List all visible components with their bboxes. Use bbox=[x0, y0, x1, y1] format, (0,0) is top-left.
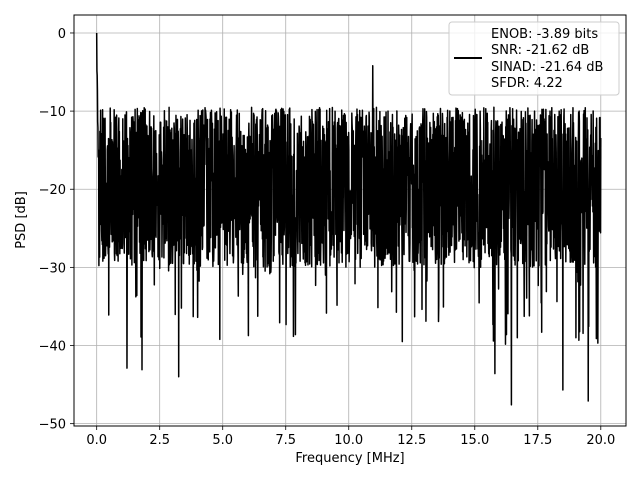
x-tick-label: 0.0 bbox=[86, 433, 107, 448]
y-tick-label: −40 bbox=[39, 340, 66, 355]
y-tick-label: −50 bbox=[39, 418, 66, 433]
series-group bbox=[95, 32, 602, 406]
legend-box bbox=[448, 21, 620, 96]
x-axis-label: Frequency [MHz] bbox=[295, 451, 404, 466]
x-tick-label: 12.5 bbox=[397, 433, 426, 448]
x-axis-ticks: 0.0 2.5 5.0 7.5 10.0 12.5 15.0 17.5 20.0 bbox=[86, 426, 615, 448]
y-tick-label: 0 bbox=[58, 27, 66, 42]
legend-snr: SNR: -21.62 dB bbox=[491, 43, 589, 58]
y-tick-label: −20 bbox=[39, 183, 66, 198]
psd-series-line bbox=[95, 32, 602, 406]
y-tick-label: −30 bbox=[39, 261, 66, 276]
x-tick-label: 10.0 bbox=[334, 433, 363, 448]
y-axis-label: PSD [dB] bbox=[14, 191, 29, 249]
x-tick-label: 5.0 bbox=[212, 433, 233, 448]
x-tick-label: 20.0 bbox=[586, 433, 615, 448]
x-tick-label: 7.5 bbox=[275, 433, 296, 448]
plot-frame bbox=[73, 14, 627, 427]
legend: ENOB: -3.89 bits SNR: -21.62 dB SINAD: -… bbox=[448, 21, 620, 96]
x-tick-label: 15.0 bbox=[460, 433, 489, 448]
y-tick-label: −10 bbox=[39, 105, 66, 120]
x-tick-label: 17.5 bbox=[523, 433, 552, 448]
y-axis-ticks: 0 −10 −20 −30 −40 −50 bbox=[39, 27, 74, 433]
legend-sfdr: SFDR: 4.22 bbox=[491, 76, 563, 91]
x-tick-label: 2.5 bbox=[149, 433, 170, 448]
legend-enob: ENOB: -3.89 bits bbox=[491, 27, 598, 42]
legend-sinad: SINAD: -21.64 dB bbox=[491, 60, 603, 75]
